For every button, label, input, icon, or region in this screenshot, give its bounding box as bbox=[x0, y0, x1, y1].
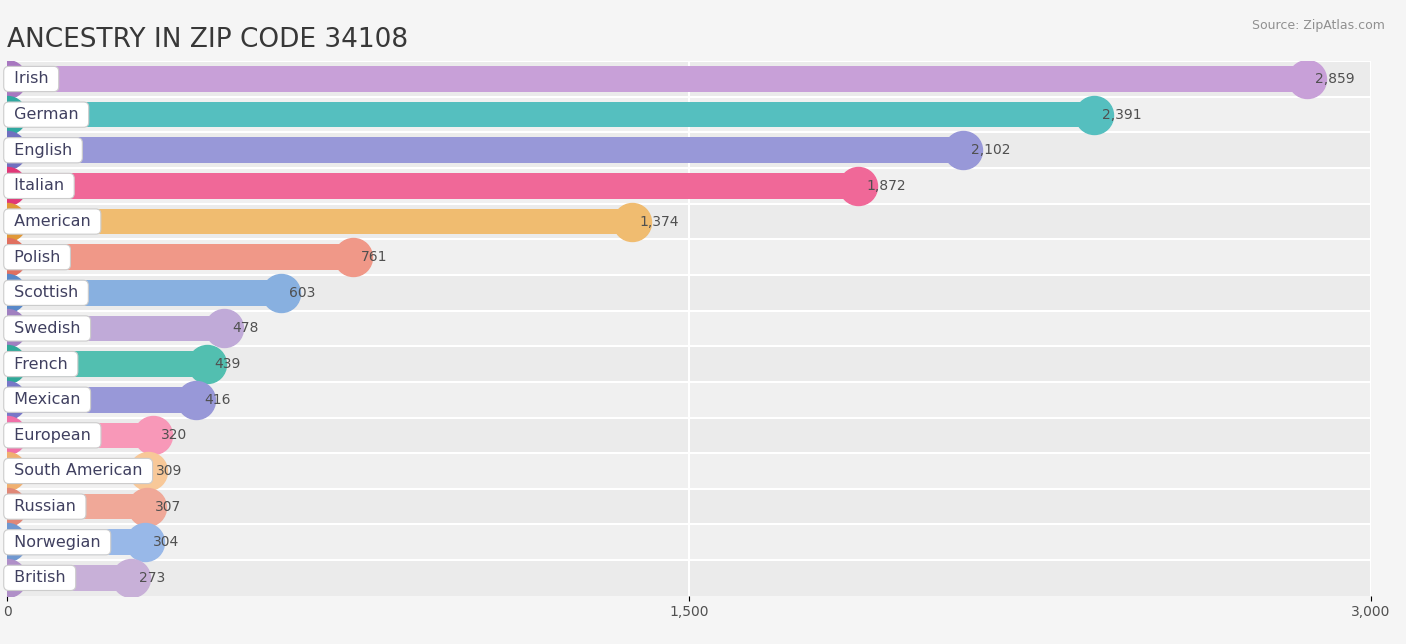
Bar bbox=[7, 137, 963, 163]
Text: 307: 307 bbox=[155, 500, 181, 514]
Bar bbox=[7, 417, 1371, 453]
Text: Mexican: Mexican bbox=[8, 392, 86, 407]
Text: American: American bbox=[8, 214, 96, 229]
Bar bbox=[7, 524, 1371, 560]
Text: Russian: Russian bbox=[8, 499, 82, 514]
Text: 2,859: 2,859 bbox=[1315, 72, 1354, 86]
Text: Norwegian: Norwegian bbox=[8, 535, 105, 550]
Text: 761: 761 bbox=[361, 250, 388, 264]
Bar bbox=[7, 316, 225, 341]
Bar bbox=[7, 489, 1371, 524]
Text: 304: 304 bbox=[153, 535, 180, 549]
Bar bbox=[7, 133, 1371, 168]
Text: Swedish: Swedish bbox=[8, 321, 86, 336]
Text: 320: 320 bbox=[160, 428, 187, 442]
Bar bbox=[7, 244, 353, 270]
Bar bbox=[7, 209, 631, 234]
Text: 2,391: 2,391 bbox=[1102, 108, 1142, 122]
Text: 603: 603 bbox=[290, 286, 316, 300]
Bar bbox=[7, 168, 1371, 204]
Bar bbox=[7, 173, 858, 199]
Bar bbox=[7, 387, 197, 413]
Bar bbox=[7, 529, 145, 555]
Bar bbox=[7, 102, 1094, 128]
Text: South American: South American bbox=[8, 464, 148, 478]
Text: French: French bbox=[8, 357, 73, 372]
Bar bbox=[7, 494, 146, 520]
Bar bbox=[7, 310, 1371, 346]
Bar bbox=[7, 240, 1371, 275]
Bar bbox=[7, 565, 131, 591]
Text: British: British bbox=[8, 571, 70, 585]
Text: 309: 309 bbox=[156, 464, 181, 478]
Bar bbox=[7, 458, 148, 484]
Text: Italian: Italian bbox=[8, 178, 69, 193]
Bar bbox=[7, 560, 1371, 596]
Bar bbox=[7, 204, 1371, 240]
Bar bbox=[7, 422, 152, 448]
Bar bbox=[7, 453, 1371, 489]
Text: Polish: Polish bbox=[8, 250, 65, 265]
Text: 1,872: 1,872 bbox=[866, 179, 905, 193]
Text: 1,374: 1,374 bbox=[640, 214, 679, 229]
Text: Scottish: Scottish bbox=[8, 285, 83, 300]
Text: English: English bbox=[8, 143, 77, 158]
Text: Source: ZipAtlas.com: Source: ZipAtlas.com bbox=[1251, 19, 1385, 32]
Text: 439: 439 bbox=[215, 357, 242, 371]
Bar bbox=[7, 351, 207, 377]
Bar bbox=[7, 275, 1371, 310]
Bar bbox=[7, 382, 1371, 417]
Bar bbox=[7, 61, 1371, 97]
Bar bbox=[7, 97, 1371, 133]
Bar bbox=[7, 346, 1371, 382]
Text: 273: 273 bbox=[139, 571, 166, 585]
Text: 2,102: 2,102 bbox=[970, 143, 1011, 157]
Text: Irish: Irish bbox=[8, 71, 53, 86]
Bar bbox=[7, 280, 281, 306]
Text: 478: 478 bbox=[232, 321, 259, 336]
Text: European: European bbox=[8, 428, 96, 443]
Text: ANCESTRY IN ZIP CODE 34108: ANCESTRY IN ZIP CODE 34108 bbox=[7, 27, 408, 53]
Text: German: German bbox=[8, 107, 83, 122]
Bar bbox=[7, 66, 1306, 92]
Text: 416: 416 bbox=[204, 393, 231, 407]
